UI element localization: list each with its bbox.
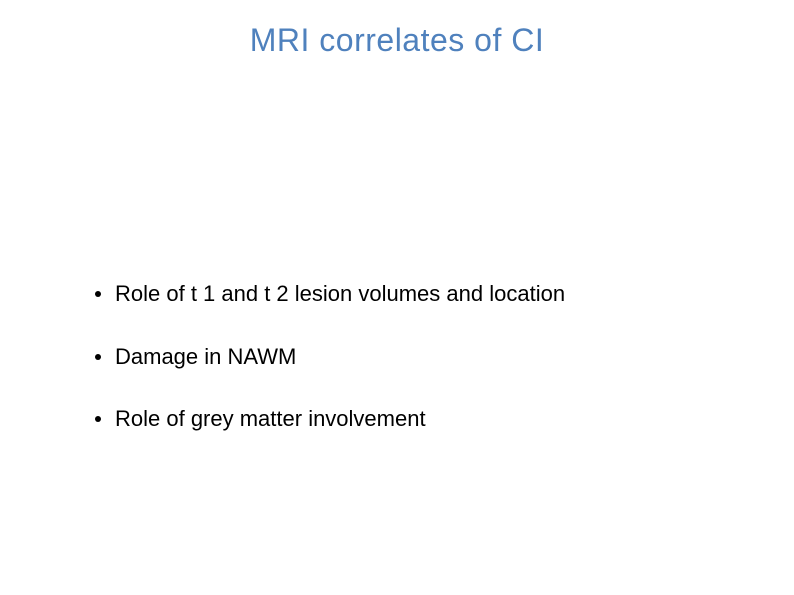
slide: MRI correlates of CI Role of t 1 and t 2… xyxy=(0,0,794,595)
list-item: Role of t 1 and t 2 lesion volumes and l… xyxy=(95,280,734,309)
bullet-text: Damage in NAWM xyxy=(115,343,734,372)
bullet-text: Role of t 1 and t 2 lesion volumes and l… xyxy=(115,280,734,309)
bullet-dot-icon xyxy=(95,354,101,360)
slide-title: MRI correlates of CI xyxy=(0,22,794,59)
list-item: Role of grey matter involvement xyxy=(95,405,734,434)
bullet-text: Role of grey matter involvement xyxy=(115,405,734,434)
bullet-list: Role of t 1 and t 2 lesion volumes and l… xyxy=(95,280,734,468)
bullet-dot-icon xyxy=(95,291,101,297)
bullet-dot-icon xyxy=(95,416,101,422)
list-item: Damage in NAWM xyxy=(95,343,734,372)
